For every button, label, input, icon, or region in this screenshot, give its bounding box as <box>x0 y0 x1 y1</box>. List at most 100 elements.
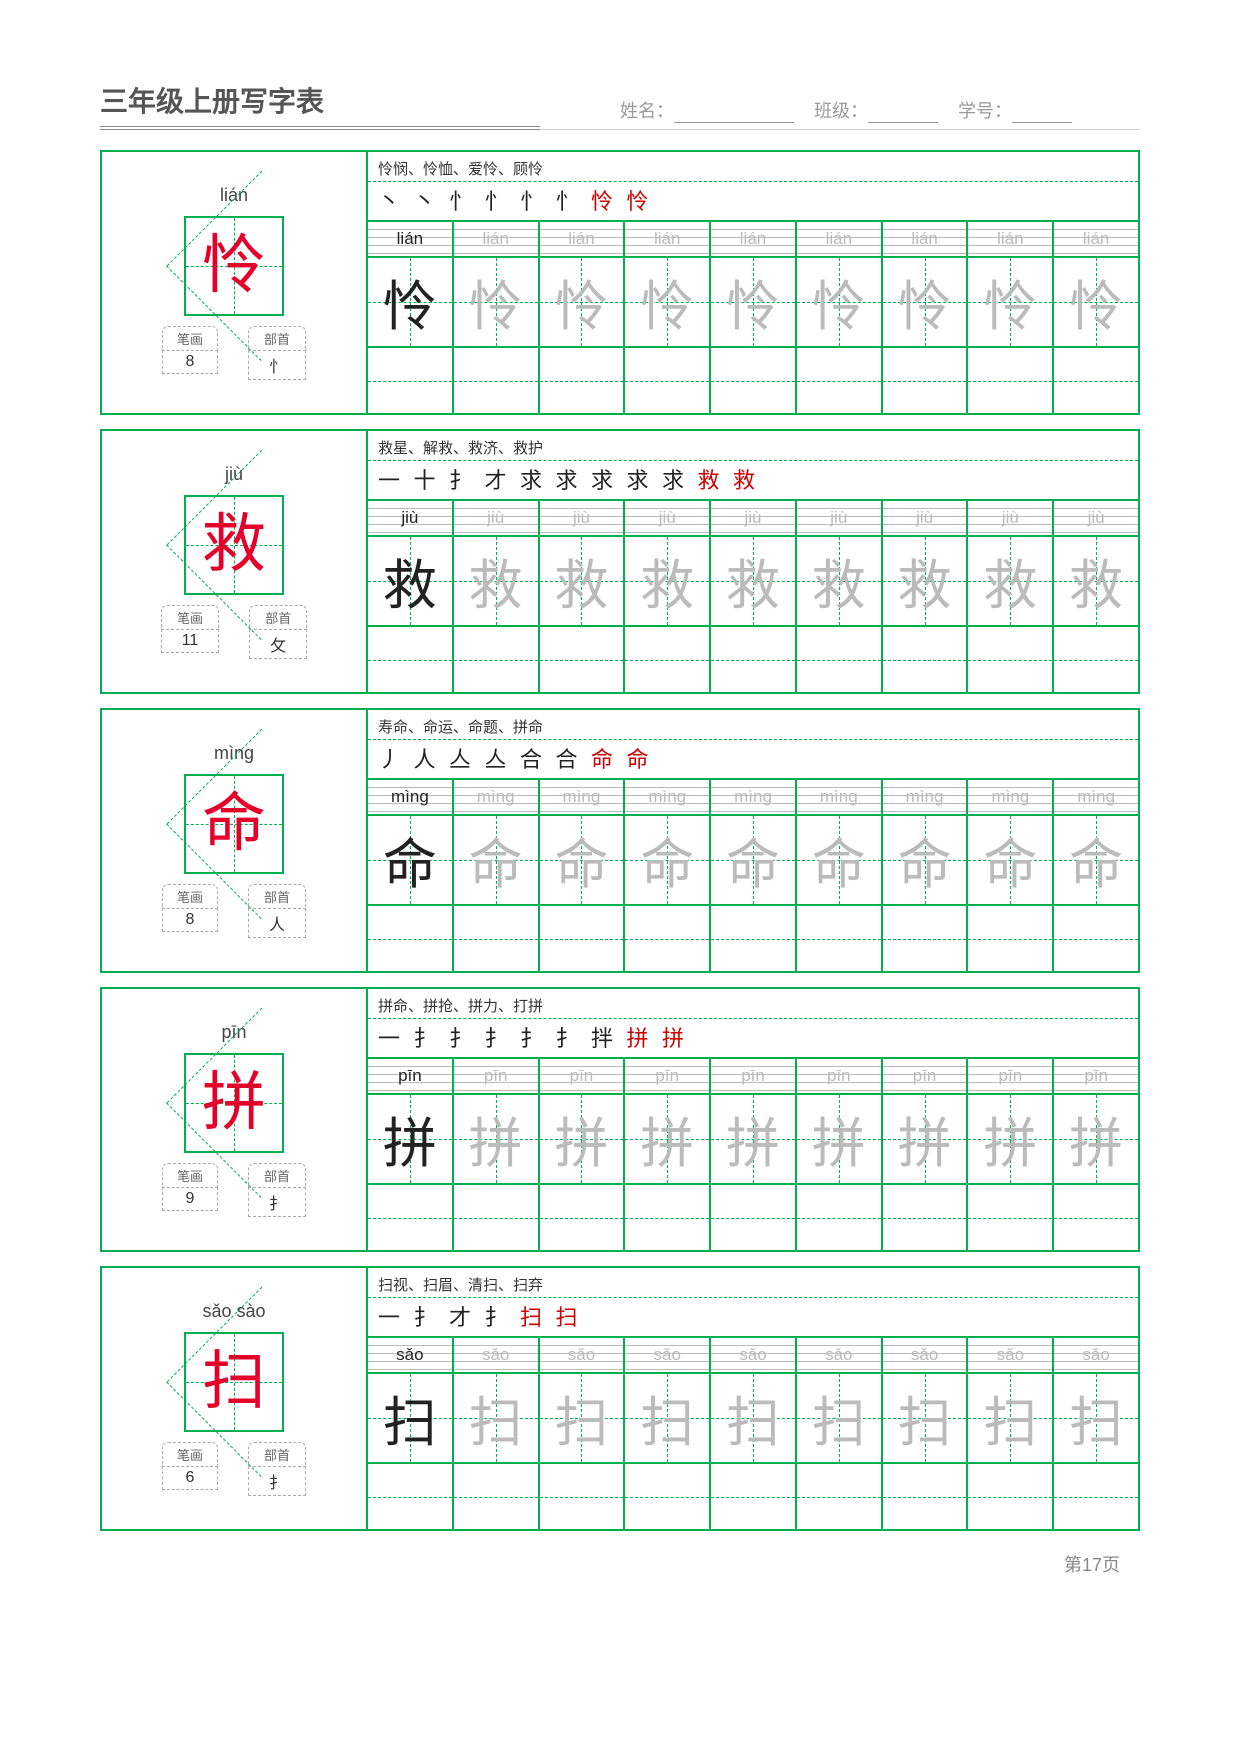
blank-cell[interactable] <box>968 348 1054 413</box>
blank-cell[interactable] <box>540 627 626 692</box>
char-cell[interactable]: 拼 <box>368 1095 454 1186</box>
char-cell[interactable]: 怜 <box>968 258 1054 349</box>
pinyin-cell[interactable]: mìng <box>883 780 969 816</box>
pinyin-cell[interactable]: jiù <box>711 501 797 537</box>
pinyin-cell[interactable]: sǎo <box>540 1338 626 1374</box>
blank-cell[interactable] <box>454 906 540 971</box>
pinyin-cell[interactable]: pīn <box>883 1059 969 1095</box>
pinyin-cell[interactable]: lián <box>883 222 969 258</box>
char-cell[interactable]: 扫 <box>711 1374 797 1465</box>
char-cell[interactable]: 拼 <box>540 1095 626 1186</box>
pinyin-cell[interactable]: lián <box>368 222 454 258</box>
char-cell[interactable]: 拼 <box>454 1095 540 1186</box>
blank-cell[interactable] <box>1054 1185 1138 1250</box>
pinyin-cell[interactable]: mìng <box>1054 780 1138 816</box>
pinyin-cell[interactable]: sǎo <box>797 1338 883 1374</box>
pinyin-cell[interactable]: pīn <box>968 1059 1054 1095</box>
char-cell[interactable]: 救 <box>540 537 626 628</box>
blank-cell[interactable] <box>883 1185 969 1250</box>
pinyin-cell[interactable]: jiù <box>968 501 1054 537</box>
char-cell[interactable]: 拼 <box>1054 1095 1138 1186</box>
char-cell[interactable]: 怜 <box>797 258 883 349</box>
char-cell[interactable]: 救 <box>883 537 969 628</box>
char-cell[interactable]: 命 <box>625 816 711 907</box>
char-cell[interactable]: 扫 <box>368 1374 454 1465</box>
pinyin-cell[interactable]: jiù <box>625 501 711 537</box>
pinyin-cell[interactable]: pīn <box>711 1059 797 1095</box>
pinyin-cell[interactable]: pīn <box>454 1059 540 1095</box>
blank-cell[interactable] <box>454 1185 540 1250</box>
blank-cell[interactable] <box>883 627 969 692</box>
char-cell[interactable]: 命 <box>883 816 969 907</box>
pinyin-cell[interactable]: lián <box>797 222 883 258</box>
blank-cell[interactable] <box>454 627 540 692</box>
char-cell[interactable]: 命 <box>454 816 540 907</box>
blank-cell[interactable] <box>883 1464 969 1529</box>
char-cell[interactable]: 怜 <box>454 258 540 349</box>
char-cell[interactable]: 怜 <box>368 258 454 349</box>
pinyin-cell[interactable]: jiù <box>454 501 540 537</box>
blank-cell[interactable] <box>625 906 711 971</box>
blank-cell[interactable] <box>968 627 1054 692</box>
blank-cell[interactable] <box>1054 348 1138 413</box>
blank-cell[interactable] <box>711 1185 797 1250</box>
blank-cell[interactable] <box>625 627 711 692</box>
char-cell[interactable]: 扫 <box>968 1374 1054 1465</box>
blank-cell[interactable] <box>540 1464 626 1529</box>
char-cell[interactable]: 扫 <box>454 1374 540 1465</box>
char-cell[interactable]: 拼 <box>968 1095 1054 1186</box>
blank-cell[interactable] <box>540 348 626 413</box>
class-input[interactable] <box>868 103 938 123</box>
blank-cell[interactable] <box>968 906 1054 971</box>
char-cell[interactable]: 救 <box>625 537 711 628</box>
blank-cell[interactable] <box>711 1464 797 1529</box>
pinyin-cell[interactable]: lián <box>1054 222 1138 258</box>
pinyin-cell[interactable]: pīn <box>797 1059 883 1095</box>
pinyin-cell[interactable]: lián <box>454 222 540 258</box>
char-cell[interactable]: 扫 <box>625 1374 711 1465</box>
char-cell[interactable]: 命 <box>1054 816 1138 907</box>
blank-cell[interactable] <box>454 1464 540 1529</box>
pinyin-cell[interactable]: mìng <box>968 780 1054 816</box>
pinyin-cell[interactable]: sǎo <box>968 1338 1054 1374</box>
char-cell[interactable]: 扫 <box>883 1374 969 1465</box>
pinyin-cell[interactable]: lián <box>711 222 797 258</box>
pinyin-cell[interactable]: pīn <box>368 1059 454 1095</box>
pinyin-cell[interactable]: lián <box>540 222 626 258</box>
blank-cell[interactable] <box>625 348 711 413</box>
pinyin-cell[interactable]: mìng <box>625 780 711 816</box>
char-cell[interactable]: 命 <box>711 816 797 907</box>
blank-cell[interactable] <box>968 1464 1054 1529</box>
pinyin-cell[interactable]: jiù <box>368 501 454 537</box>
char-cell[interactable]: 扫 <box>1054 1374 1138 1465</box>
pinyin-cell[interactable]: jiù <box>883 501 969 537</box>
blank-cell[interactable] <box>968 1185 1054 1250</box>
pinyin-cell[interactable]: sǎo <box>883 1338 969 1374</box>
char-cell[interactable]: 救 <box>797 537 883 628</box>
pinyin-cell[interactable]: lián <box>625 222 711 258</box>
char-cell[interactable]: 拼 <box>797 1095 883 1186</box>
pinyin-cell[interactable]: pīn <box>625 1059 711 1095</box>
blank-cell[interactable] <box>368 348 454 413</box>
blank-cell[interactable] <box>540 906 626 971</box>
pinyin-cell[interactable]: pīn <box>540 1059 626 1095</box>
blank-cell[interactable] <box>797 348 883 413</box>
char-cell[interactable]: 扫 <box>797 1374 883 1465</box>
char-cell[interactable]: 拼 <box>883 1095 969 1186</box>
pinyin-cell[interactable]: mìng <box>540 780 626 816</box>
char-cell[interactable]: 救 <box>1054 537 1138 628</box>
blank-cell[interactable] <box>454 348 540 413</box>
id-input[interactable] <box>1012 103 1072 123</box>
pinyin-cell[interactable]: pīn <box>1054 1059 1138 1095</box>
pinyin-cell[interactable]: jiù <box>540 501 626 537</box>
blank-cell[interactable] <box>797 627 883 692</box>
char-cell[interactable]: 怜 <box>1054 258 1138 349</box>
blank-cell[interactable] <box>883 906 969 971</box>
pinyin-cell[interactable]: sǎo <box>1054 1338 1138 1374</box>
pinyin-cell[interactable]: jiù <box>1054 501 1138 537</box>
blank-cell[interactable] <box>1054 1464 1138 1529</box>
blank-cell[interactable] <box>797 906 883 971</box>
blank-cell[interactable] <box>368 627 454 692</box>
char-cell[interactable]: 命 <box>797 816 883 907</box>
char-cell[interactable]: 拼 <box>625 1095 711 1186</box>
